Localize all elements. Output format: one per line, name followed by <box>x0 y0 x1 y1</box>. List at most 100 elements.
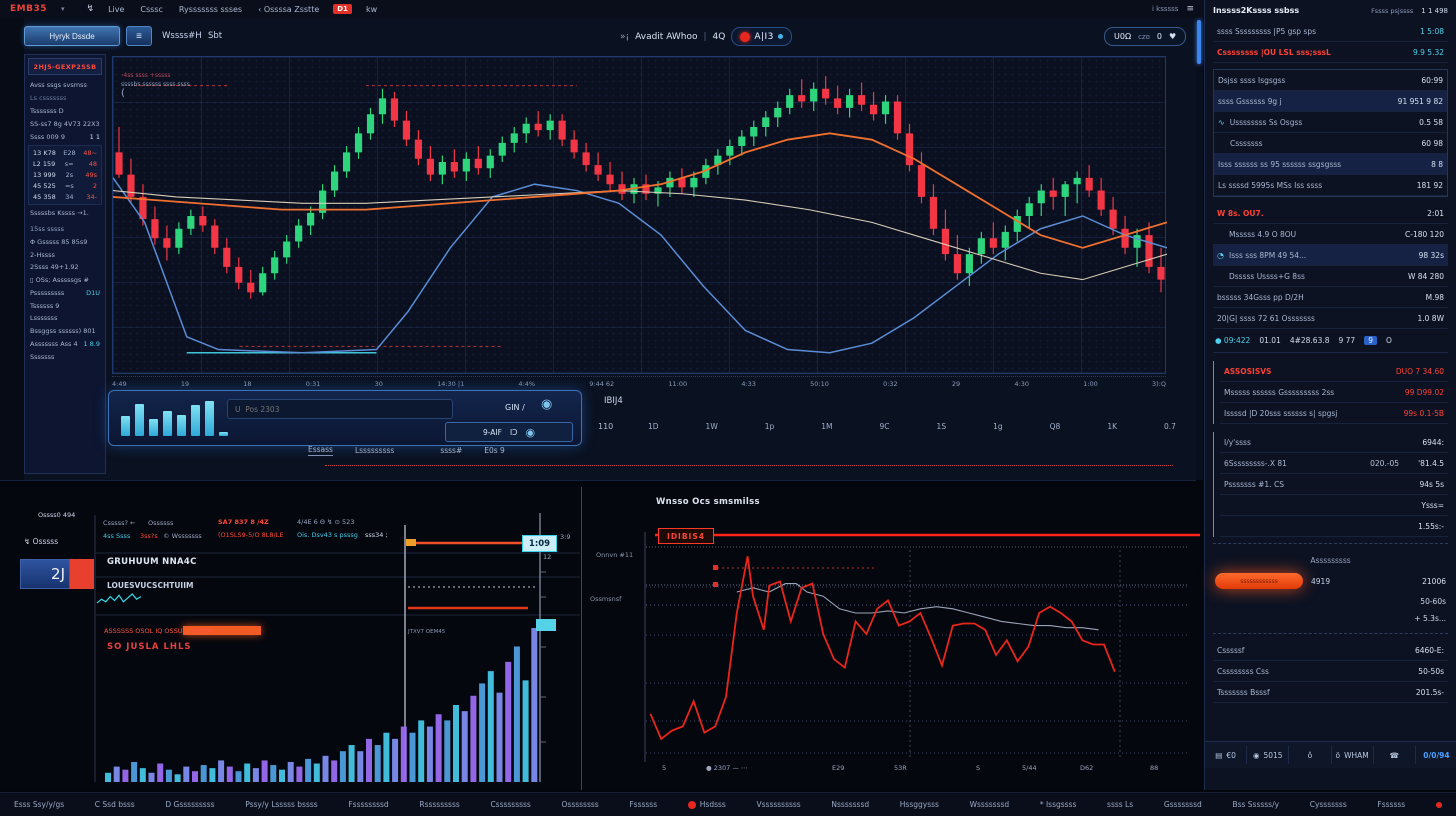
right-panel-row[interactable]: 1.55s:- <box>1220 516 1448 537</box>
timeframe-button[interactable]: Q8 <box>1050 422 1061 431</box>
price-tag[interactable]: 1:09 <box>522 535 557 552</box>
symbol-name[interactable]: Avadit AWhoo <box>635 32 697 42</box>
status-item[interactable]: Pssy/y Lsssss bssss <box>245 800 317 809</box>
right-panel-row[interactable]: Csssssss60 98 <box>1214 133 1447 154</box>
status-item[interactable]: Esss Ssy/y/gs <box>14 800 64 809</box>
timeframe-button[interactable]: 0.7 <box>1164 422 1176 431</box>
quote-row[interactable]: 45 525=s2 <box>31 180 99 191</box>
announcement-pill[interactable]: ssssssssssss <box>1215 573 1303 589</box>
right-panel-row[interactable]: Csssssf6460-E: <box>1213 640 1448 661</box>
status-item[interactable]: Fssssss <box>1377 800 1405 809</box>
timeframe-button[interactable]: 1K <box>1107 422 1117 431</box>
right-panel-row[interactable]: Msssss ssssss Gsssssssss 2ss99 D99.02 <box>1220 382 1448 403</box>
tab-item[interactable]: Lsssssssss <box>355 446 394 455</box>
status-item[interactable]: Gsssssssd <box>1164 800 1202 809</box>
sidebar-item[interactable]: Avss ssgs svsmss <box>25 79 105 92</box>
timeframe-button[interactable]: 1M <box>821 422 832 431</box>
sidebar-item[interactable]: SS-ss7 8g 4V73 22X3 <box>25 117 105 130</box>
right-panel-row[interactable]: Psssssss #1. CS94s 5s <box>1220 474 1448 495</box>
right-panel-row[interactable]: ssss Gssssss 9g j91 951 9 82 <box>1214 91 1447 112</box>
sidebar-item[interactable]: 2-Hssss <box>25 248 105 261</box>
status-item[interactable]: D Gsssssssss <box>165 800 214 809</box>
sidebar-item[interactable]: ▯ OSs; Asssssgs # <box>25 274 105 287</box>
quote-row[interactable]: L2 159s=48 <box>31 158 99 169</box>
status-item[interactable]: Cysssssss <box>1310 800 1347 809</box>
timeframe-button[interactable]: 1S <box>937 422 947 431</box>
right-panel-row[interactable]: 6Sssssssss-.X 81020.-05'81.4.5 <box>1220 453 1448 474</box>
right-toolbar-button[interactable]: 0/0/94 <box>1415 746 1456 764</box>
right-panel-row[interactable]: Ysss= <box>1220 495 1448 516</box>
sidebar-item[interactable]: 15ss sssss <box>25 223 105 236</box>
timeframe-button[interactable]: 1W <box>706 422 718 431</box>
sidebar-item[interactable]: Sssssss <box>25 350 105 363</box>
sidebar-item[interactable]: Bssggss ssssss) 801 <box>25 325 105 338</box>
status-item[interactable]: Bss Ssssss/y <box>1232 800 1279 809</box>
status-item[interactable]: Hsdsss <box>688 800 726 809</box>
status-item[interactable]: Wsssssssd <box>970 800 1010 809</box>
widget-action-button[interactable]: 9-AIF IƆ ◉ <box>445 422 573 442</box>
panel-a-head-1[interactable]: Csssss? ← <box>103 519 135 527</box>
status-item[interactable]: Ossssssss <box>562 800 599 809</box>
status-item[interactable]: C Ssd bsss <box>95 800 135 809</box>
order-input[interactable] <box>227 399 453 419</box>
timeframe-current[interactable]: 4Q <box>713 32 726 42</box>
right-panel-row[interactable]: Isss ssssss ss 95 ssssss ssgsgsss8 8 <box>1214 154 1447 175</box>
sidebar-item[interactable]: Ls csssssss <box>25 92 105 105</box>
sidebar-item[interactable]: Lsssssss <box>25 312 105 325</box>
right-panel-row[interactable]: ASSOSISVSDUO 7 34.60 <box>1220 361 1448 382</box>
timeframe-button[interactable]: 1p <box>765 422 775 431</box>
tab-item[interactable]: ssss# <box>440 446 462 455</box>
quote-row[interactable]: 13 9992s49s <box>31 169 99 180</box>
status-item[interactable]: Vssssssssss <box>757 800 801 809</box>
sidebar-item[interactable]: Ssss 009 91 1 <box>25 130 105 143</box>
primary-action-button[interactable]: Hyryk Dssde <box>24 26 120 46</box>
right-panel-row[interactable]: I/y'ssss6944: <box>1220 432 1448 453</box>
menu-item[interactable]: Live <box>108 5 124 14</box>
ai-indicator-pill[interactable]: A|I3 <box>731 27 792 46</box>
right-panel-row[interactable]: bsssss 34Gsss pp D/2HM.98 <box>1213 287 1448 308</box>
right-panel-row[interactable]: ∿Ussssssss Ss Osgss0.5 58 <box>1214 112 1447 133</box>
right-panel-row[interactable]: Dsssss Ussss+G 8ssW 84 280 <box>1213 266 1448 287</box>
account-pill[interactable]: U0Ω czo 0 ♥ <box>1104 27 1186 46</box>
timeframe-button[interactable]: 1D <box>648 422 659 431</box>
sidebar-item[interactable]: Tssssss 9 <box>25 299 105 312</box>
sidebar-item[interactable]: 2Ssss 49+1.92 <box>25 261 105 274</box>
brand-logo[interactable]: EMB35 <box>10 4 47 14</box>
scrollbar-thumb[interactable] <box>1197 20 1201 64</box>
big-value-box[interactable]: 2J <box>20 559 70 589</box>
status-item[interactable]: Fssssss <box>629 800 657 809</box>
quote-row[interactable]: 13 K78E2848~ <box>31 147 99 158</box>
status-item[interactable]: Csssssssss <box>490 800 530 809</box>
status-item[interactable]: Nsssssssd <box>831 800 869 809</box>
heart-icon[interactable]: ♥ <box>1169 32 1176 41</box>
status-item[interactable]: ssss Ls <box>1107 800 1133 809</box>
right-panel-row[interactable]: Dsjss ssss Isgsgss60:99 <box>1214 70 1447 91</box>
right-panel-row[interactable]: Issssd |D 20sss ssssss s| spgsj99s 0.1-5… <box>1220 403 1448 424</box>
brand-caret-icon[interactable]: ▾ <box>61 5 65 13</box>
right-toolbar-button[interactable]: ô <box>1288 746 1330 764</box>
timeframe-button[interactable]: 9C <box>880 422 890 431</box>
candlestick-chart[interactable]: ‹4ss ssss +sssss ssssbs ssssss ssss ssss… <box>112 56 1166 374</box>
status-item[interactable]: Hssggysss <box>900 800 939 809</box>
right-panel-row[interactable]: Cssssssss Css50-50s <box>1213 661 1448 682</box>
right-toolbar-button[interactable]: ▤€0 <box>1205 746 1246 764</box>
right-panel-row[interactable]: Tsssssss Bsssf201.5s- <box>1213 682 1448 703</box>
menu-item[interactable]: ‹ Ossssa Zsstte <box>258 5 319 14</box>
right-toolbar-button[interactable]: ☎ <box>1373 746 1415 764</box>
list-view-button[interactable]: ≡ <box>126 26 152 46</box>
right-panel-row[interactable]: Msssss 4.9 O 8OUC-180 120 <box>1213 224 1448 245</box>
sidebar-item[interactable]: Tsssssss D <box>25 105 105 118</box>
panel-a-head-2[interactable]: Οssssss <box>148 519 173 527</box>
sidebar-item[interactable]: Φ Gsssss 85 85s9 <box>25 235 105 248</box>
sidebar-item[interactable]: PsssssssssD1U <box>25 287 105 300</box>
right-panel-row[interactable]: ssss Sssssssss |P5 gsp sps1 5:08 <box>1213 21 1448 42</box>
vertical-scrollbar[interactable] <box>1196 18 1203 480</box>
right-panel-row[interactable]: Ls ssssd 5995s MSs Iss ssss181 92 <box>1214 175 1447 196</box>
globe-icon[interactable]: ◉ <box>541 397 552 412</box>
status-item[interactable]: * Issgssss <box>1040 800 1077 809</box>
right-panel-row[interactable]: W 8s. OU7.2:01 <box>1213 203 1448 224</box>
sidebar-item[interactable]: Sssssbs Kssss →1. <box>25 207 105 220</box>
right-toolbar-button[interactable]: öWHAM <box>1331 746 1373 764</box>
red-value-box[interactable] <box>70 559 94 589</box>
status-item[interactable]: Rsssssssss <box>419 800 459 809</box>
